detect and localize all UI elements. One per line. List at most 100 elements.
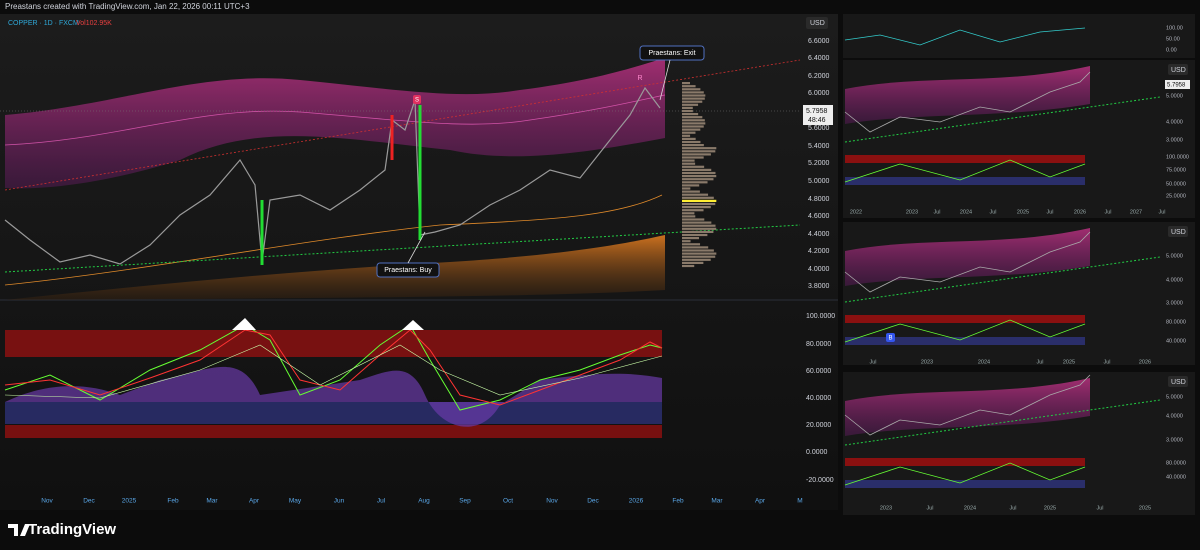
side-time-tick: Jul <box>1104 209 1111 215</box>
price-line <box>4 86 661 265</box>
oversold-zone <box>5 425 662 438</box>
time-tick-label: Jul <box>377 498 386 505</box>
side-trendline <box>844 256 1161 303</box>
side-osc-tick: 80.0000 <box>1166 319 1186 325</box>
profile-bar <box>682 202 716 206</box>
time-tick-label: Nov <box>546 498 558 505</box>
profile-bar <box>682 233 708 237</box>
side-price-tick: 4.0000 <box>1166 413 1183 419</box>
profile-bar <box>682 113 699 116</box>
time-tick-label: Mar <box>206 498 218 505</box>
sell-marker-box <box>413 95 421 104</box>
r-marker: R <box>637 75 642 82</box>
profile-bar <box>682 218 705 221</box>
time-tick-label: Oct <box>503 498 513 505</box>
profile-bar <box>682 165 705 168</box>
profile-bar <box>682 147 717 150</box>
profile-bar <box>682 91 704 94</box>
side-time-tick: 2026 <box>1074 209 1086 215</box>
profile-bar <box>682 85 696 88</box>
side-osc-tick: 80.0000 <box>1166 460 1186 466</box>
last-price-box <box>803 105 833 125</box>
side-price-tick: 5.0000 <box>1166 253 1183 259</box>
time-tick-label: Apr <box>755 498 766 505</box>
side-time-tick: 2022 <box>850 209 862 215</box>
profile-bar <box>682 128 701 131</box>
profile-bar <box>682 159 695 162</box>
profile-bar <box>682 240 691 243</box>
side-time-tick: 2025 <box>1044 505 1056 511</box>
side-osc-tick: 50.0000 <box>1166 181 1186 187</box>
profile-bar <box>682 131 696 134</box>
side-time-tick: Jul <box>1009 505 1016 511</box>
side-time-tick: 2024 <box>978 359 990 365</box>
side-price-tick: 3.0000 <box>1166 300 1183 306</box>
profile-bar <box>682 88 701 91</box>
time-tick-label: 2026 <box>629 498 644 505</box>
peak-marker <box>232 318 256 330</box>
side-osc-zone <box>845 458 1085 466</box>
green-trendline <box>4 224 801 273</box>
side-time-tick: 2025 <box>1017 209 1029 215</box>
exit-box <box>639 45 705 61</box>
time-tick-label: Apr <box>249 498 260 505</box>
profile-bar <box>682 184 700 187</box>
profile-bar <box>682 193 709 196</box>
side-upper-band <box>845 378 1090 436</box>
side-marker-box <box>886 333 895 342</box>
profile-bar <box>682 175 717 178</box>
side-currency: USD <box>1171 229 1186 236</box>
profile-bar <box>682 134 691 137</box>
side-osc-tick: 75.0000 <box>1166 167 1186 173</box>
lower-band <box>5 235 665 300</box>
profile-bar <box>682 116 703 119</box>
side-osc-zone <box>845 315 1085 323</box>
brand-logo <box>8 524 30 536</box>
profile-bar <box>682 224 716 227</box>
price-tick-label: 5.2000 <box>808 160 830 167</box>
profile-bar <box>682 181 708 184</box>
side-price-tick: 5.0000 <box>1166 394 1183 400</box>
time-tick-label: Sep <box>459 498 471 505</box>
profile-bar <box>682 137 696 140</box>
side-marker: B <box>888 336 892 342</box>
side-last-price: 5.7958 <box>1167 83 1186 89</box>
profile-bar <box>682 103 699 106</box>
side-time-tick: Jul <box>1103 359 1110 365</box>
countdown: 48:46 <box>808 117 826 124</box>
exit-label: Praestans: Exit <box>648 50 695 57</box>
side-pane <box>843 14 1195 58</box>
currency-box <box>806 17 828 29</box>
profile-bar <box>682 255 716 258</box>
side-time-tick: Jul <box>926 505 933 511</box>
header-title: Preastans created with TradingView.com, … <box>5 2 250 11</box>
price-tick-label: 5.0000 <box>808 178 830 185</box>
side-time-tick: Jul <box>1036 359 1043 365</box>
profile-bar <box>682 100 703 103</box>
time-tick-label: Feb <box>167 498 179 505</box>
profile-bar <box>682 171 716 175</box>
symbol: COPPER · 1D · FXCM <box>8 20 79 27</box>
side-osc-tick: 40.0000 <box>1166 338 1186 344</box>
side-time-tick: 2023 <box>921 359 933 365</box>
time-tick-label: 2025 <box>122 498 137 505</box>
side-time-tick: 2025 <box>1139 505 1151 511</box>
profile-bar <box>682 227 717 230</box>
side-currency-box <box>1168 64 1188 75</box>
side-price-tick: 3.0000 <box>1166 437 1183 443</box>
profile-bar <box>682 230 714 233</box>
side-last-price-box <box>1165 80 1190 89</box>
side-osc-zone <box>845 155 1085 163</box>
profile-bar <box>682 261 704 264</box>
profile-bar <box>682 215 696 218</box>
time-tick-label: Feb <box>672 498 684 505</box>
side-osc-tick: 25.0000 <box>1166 193 1186 199</box>
side-trendline <box>844 96 1161 143</box>
side-price-tick: 4.0000 <box>1166 277 1183 283</box>
profile-bar <box>682 144 704 147</box>
profile-bar <box>682 119 705 122</box>
side-time-tick: 2023 <box>906 209 918 215</box>
osc-line-light <box>4 344 663 399</box>
side-price-line <box>844 231 1091 293</box>
side-osc-line <box>844 462 1086 486</box>
